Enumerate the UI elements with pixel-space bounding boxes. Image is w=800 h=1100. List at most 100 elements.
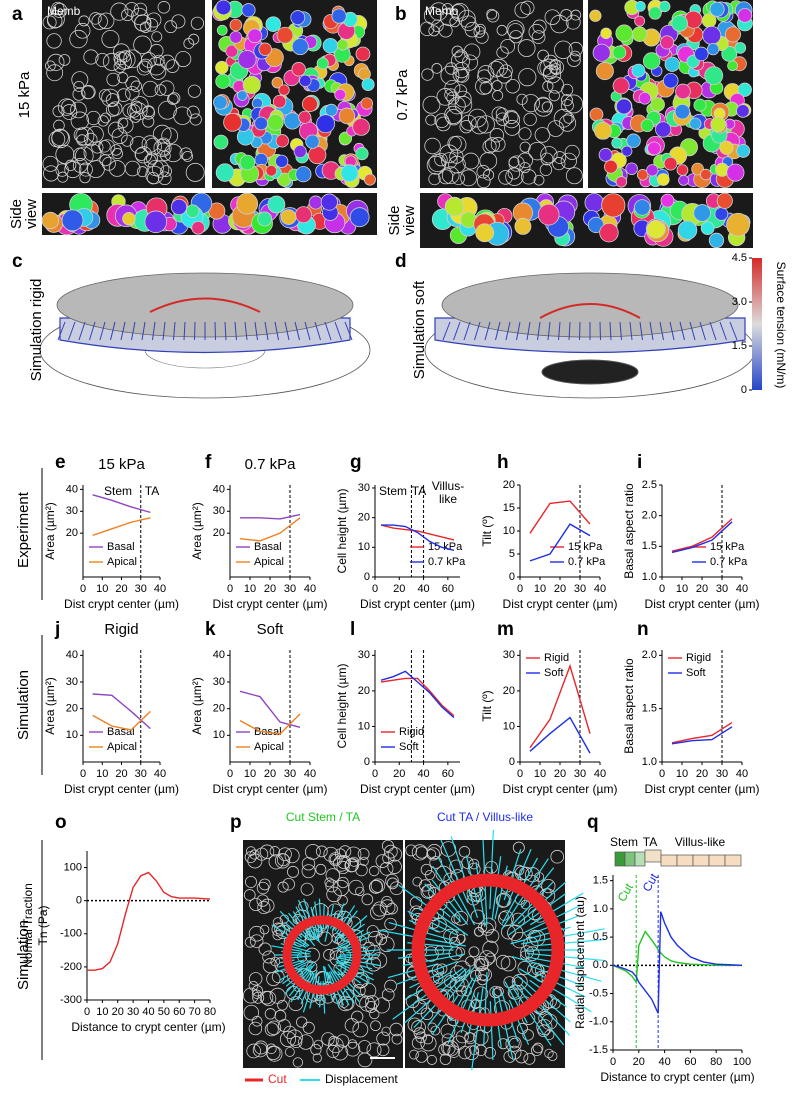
cell [308,195,323,210]
cell [142,80,159,98]
cell [568,41,584,57]
data-line [380,677,455,717]
cell [440,1023,456,1039]
x-axis-label: Dist crypt center (µm) [645,597,760,611]
cell [302,1021,315,1034]
cell [436,116,451,132]
y-tick-label: 1.5 [593,875,608,887]
cell [147,57,166,76]
y-tick-label: 30 [213,676,225,688]
cell [125,86,140,101]
cell [249,972,263,986]
x-tick-label: 30 [574,768,586,780]
cell [352,1021,369,1038]
x-axis-label: Distance to crypt center (µm) [600,1070,754,1084]
cell [420,1007,434,1021]
cell [160,165,172,177]
cell [499,64,513,78]
cell [691,162,704,176]
cell-wall [131,321,136,341]
data-line [612,911,743,1014]
cell [287,865,299,878]
legend-label: Apical [107,556,137,568]
panel-label: m [497,619,514,640]
cell [185,162,205,182]
cell-wall [110,321,116,341]
y-tick-label: 100 [64,861,82,873]
cell [83,49,99,65]
cell [70,101,87,119]
cell [470,116,489,135]
cell [459,120,473,134]
annotation: TA [643,835,657,849]
cell [710,116,726,133]
cell [74,146,94,166]
cell [345,1041,361,1057]
x-axis-label: Dist crypt center (µm) [213,597,328,611]
cell [379,861,394,876]
panel-label: q [587,812,599,833]
cell [84,132,98,147]
y-tick-label: 0 [76,895,82,907]
x-tick-label: 0 [610,1056,616,1068]
x-tick-label: 30 [284,768,296,780]
cell [361,77,375,91]
y-tick-label: -1.0 [589,1016,608,1028]
y-tick-label: 20 [66,703,78,715]
cell [479,152,498,170]
cell [55,163,69,177]
cell [146,12,162,28]
panel-label: c [12,251,23,272]
displacement-arrow [530,892,584,926]
cell [106,72,121,87]
y-axis-label: Cell height (µm) [335,489,349,574]
cell [279,1030,297,1048]
cell [46,64,64,82]
legend-label: Basal [107,541,135,553]
cell [151,31,163,43]
annotation: like [439,492,457,506]
cell [533,97,553,117]
cell [560,152,577,169]
cell [391,1033,403,1045]
displacement-arrow [346,949,380,954]
cell [429,2,448,21]
side-label: view [23,199,40,229]
cell [367,930,383,946]
y-axis-label: Tilt (º) [480,515,494,546]
cell [332,879,350,897]
cell [615,176,628,188]
cell [114,52,132,70]
cell [225,44,239,58]
y-tick-label: 20 [66,527,78,539]
cell [331,8,347,24]
cell [424,869,435,881]
cell [61,209,84,232]
cell-wall [78,321,86,341]
cell [243,1004,260,1021]
cell [143,154,157,168]
cell [293,144,307,159]
y-tick-label: 1.0 [642,756,657,768]
cell [264,1022,279,1037]
cell [428,172,441,186]
cell [592,43,611,62]
cell [125,75,140,91]
cell [476,164,490,179]
cell-wall [639,321,643,341]
cell [517,39,536,57]
cell [413,1027,426,1039]
cell [347,1039,358,1049]
cell [554,40,573,60]
annotation: TA [412,484,426,498]
cell [157,171,172,186]
x-tick-label: 10 [676,583,688,595]
cell-wall [284,321,290,341]
cell [359,856,369,867]
x-tick-label: 40 [154,583,166,595]
cell [477,69,492,84]
cell [625,162,638,175]
cell [352,984,366,997]
cell [241,3,256,18]
y-tick-label: 15 [503,502,515,514]
